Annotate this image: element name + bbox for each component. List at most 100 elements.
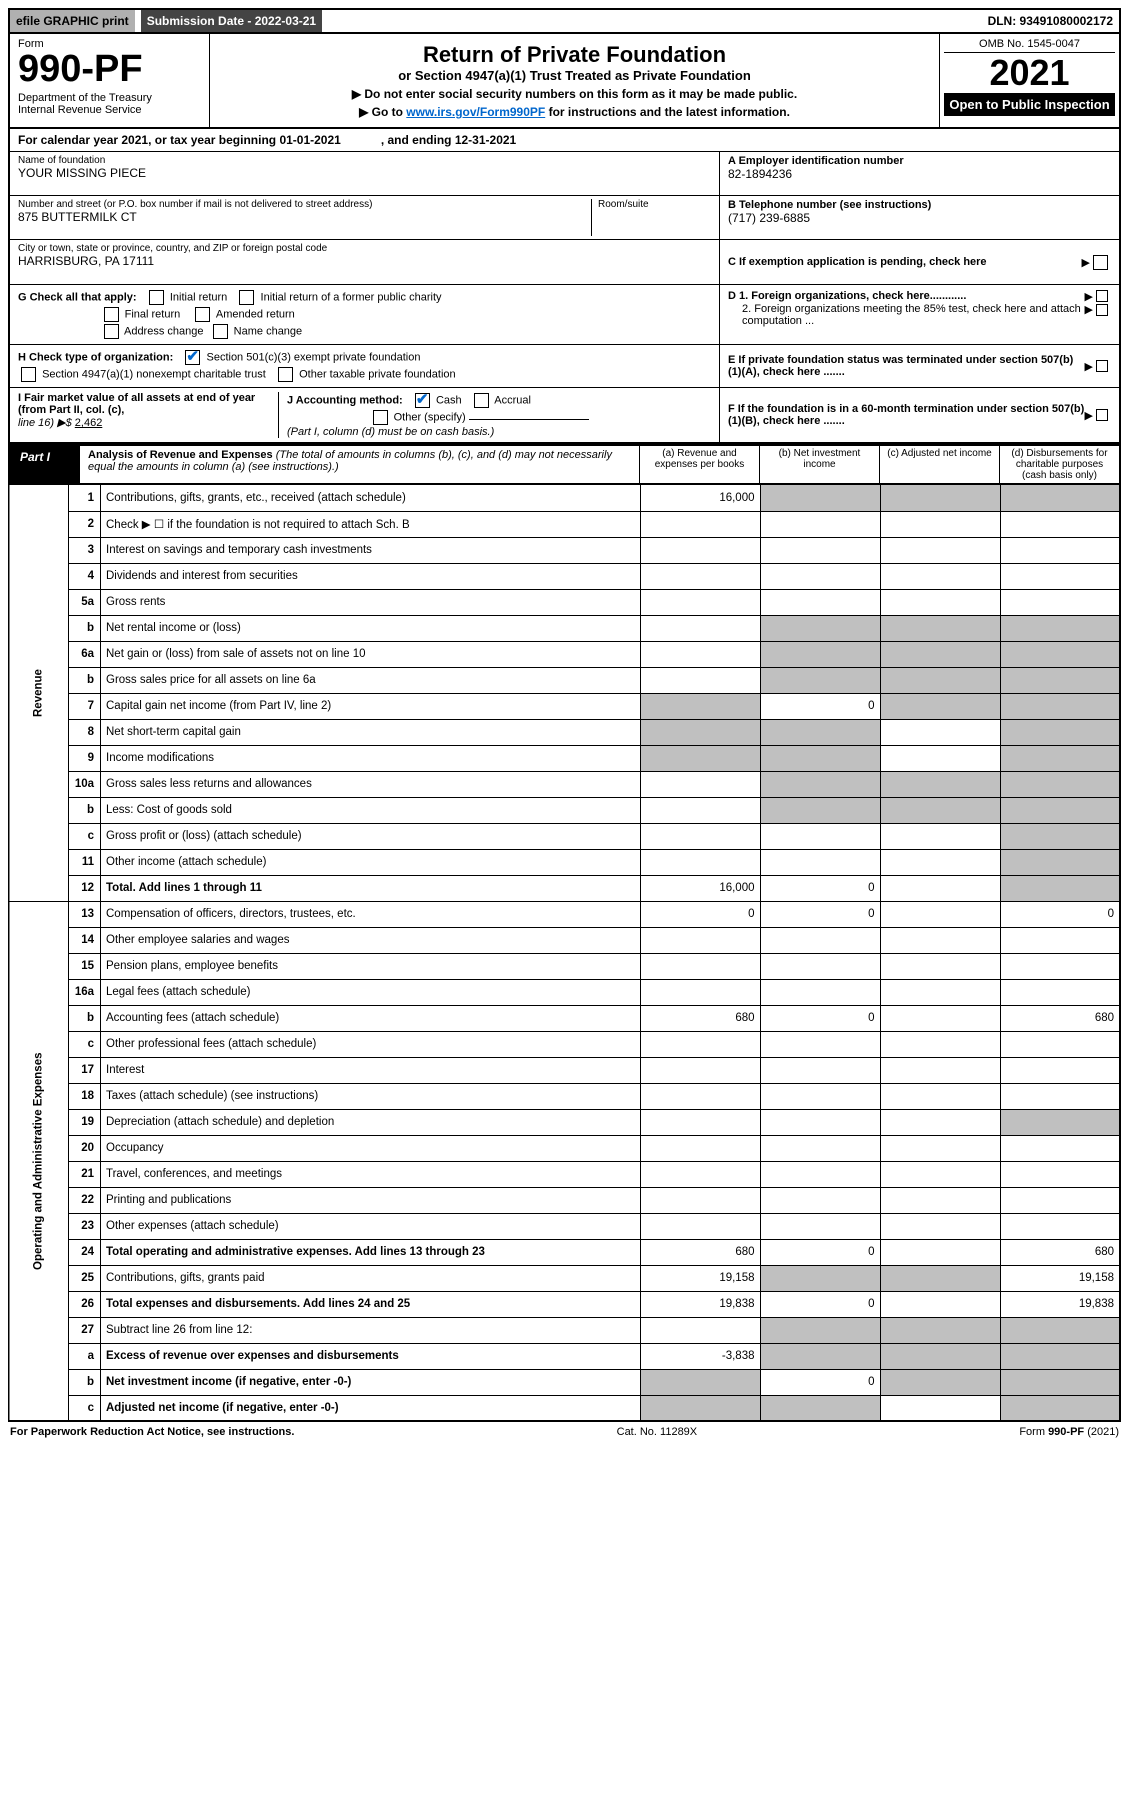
line-desc: Total expenses and disbursements. Add li… xyxy=(101,1291,641,1317)
header-right: OMB No. 1545-0047 2021 Open to Public In… xyxy=(939,34,1119,127)
amount-cell xyxy=(640,953,760,979)
form990pf-link[interactable]: www.irs.gov/Form990PF xyxy=(406,105,545,119)
amount-cell xyxy=(640,1057,760,1083)
amount-cell xyxy=(640,1109,760,1135)
line-desc: Subtract line 26 from line 12: xyxy=(101,1317,641,1343)
line-desc: Other employee salaries and wages xyxy=(101,927,641,953)
col-a-hdr: (a) Revenue and expenses per books xyxy=(639,446,759,483)
chk-initial[interactable] xyxy=(149,290,164,305)
amount-cell xyxy=(880,823,1000,849)
chk-initial-former[interactable] xyxy=(239,290,254,305)
line-desc: Net rental income or (loss) xyxy=(101,615,641,641)
amount-cell xyxy=(760,797,880,823)
table-row: cGross profit or (loss) (attach schedule… xyxy=(9,823,1120,849)
d1-checkbox[interactable] xyxy=(1096,290,1108,302)
j-note: (Part I, column (d) must be on cash basi… xyxy=(287,426,494,438)
amount-cell xyxy=(760,511,880,537)
amount-cell xyxy=(880,1265,1000,1291)
amount-cell xyxy=(640,563,760,589)
amount-cell xyxy=(1000,693,1120,719)
line-desc: Travel, conferences, and meetings xyxy=(101,1161,641,1187)
chk-4947[interactable] xyxy=(21,367,36,382)
table-row: bLess: Cost of goods sold xyxy=(9,797,1120,823)
amount-cell xyxy=(880,849,1000,875)
cal-end: , and ending 12-31-2021 xyxy=(381,133,516,147)
line-number: 1 xyxy=(69,485,101,511)
c-checkbox[interactable] xyxy=(1093,255,1108,270)
dln: DLN: 93491080002172 xyxy=(982,10,1119,32)
amount-cell xyxy=(640,589,760,615)
footer-left: For Paperwork Reduction Act Notice, see … xyxy=(10,1426,294,1438)
chk-addr-chg[interactable] xyxy=(104,324,119,339)
amount-cell: 680 xyxy=(640,1239,760,1265)
f-label: F If the foundation is in a 60-month ter… xyxy=(728,403,1085,427)
line-number: 5a xyxy=(69,589,101,615)
d2-checkbox[interactable] xyxy=(1096,304,1108,316)
amount-cell: 0 xyxy=(760,693,880,719)
amount-cell xyxy=(880,1161,1000,1187)
d2-label: 2. Foreign organizations meeting the 85%… xyxy=(728,303,1085,327)
f-checkbox[interactable] xyxy=(1096,409,1108,421)
open-to-public: Open to Public Inspection xyxy=(944,93,1115,116)
amount-cell xyxy=(640,1083,760,1109)
amount-cell xyxy=(760,641,880,667)
amount-cell xyxy=(640,1317,760,1343)
meta-right: A Employer identification number 82-1894… xyxy=(719,152,1119,284)
table-row: 20Occupancy xyxy=(9,1135,1120,1161)
chk-name-chg[interactable] xyxy=(213,324,228,339)
line-desc: Depreciation (attach schedule) and deple… xyxy=(101,1109,641,1135)
line-number: 18 xyxy=(69,1083,101,1109)
table-row: bNet rental income or (loss) xyxy=(9,615,1120,641)
amount-cell: 0 xyxy=(640,901,760,927)
e-checkbox[interactable] xyxy=(1096,360,1108,372)
chk-501c3[interactable] xyxy=(185,350,200,365)
amount-cell xyxy=(1000,745,1120,771)
ein-cell: A Employer identification number 82-1894… xyxy=(720,152,1119,196)
line-number: 8 xyxy=(69,719,101,745)
chk-accrual[interactable] xyxy=(474,393,489,408)
line-desc: Other income (attach schedule) xyxy=(101,849,641,875)
amount-cell xyxy=(880,771,1000,797)
amount-cell xyxy=(760,1187,880,1213)
amount-cell: 0 xyxy=(760,1005,880,1031)
line-number: 16a xyxy=(69,979,101,1005)
line-number: 17 xyxy=(69,1057,101,1083)
tax-year: 2021 xyxy=(944,53,1115,93)
chk-other-tax[interactable] xyxy=(278,367,293,382)
amount-cell xyxy=(640,745,760,771)
d-right: D 1. Foreign organizations, check here..… xyxy=(719,285,1119,344)
amount-cell xyxy=(1000,563,1120,589)
chk-final[interactable] xyxy=(104,307,119,322)
amount-cell xyxy=(1000,1343,1120,1369)
chk-amended[interactable] xyxy=(195,307,210,322)
table-row: 22Printing and publications xyxy=(9,1187,1120,1213)
amount-cell: 680 xyxy=(1000,1005,1120,1031)
form-subtitle: or Section 4947(a)(1) Trust Treated as P… xyxy=(226,68,923,83)
amount-cell xyxy=(880,1031,1000,1057)
line-number: 13 xyxy=(69,901,101,927)
amount-cell xyxy=(880,641,1000,667)
amount-cell xyxy=(1000,511,1120,537)
h-row: H Check type of organization: Section 50… xyxy=(8,345,1121,388)
line-number: 24 xyxy=(69,1239,101,1265)
table-row: bGross sales price for all assets on lin… xyxy=(9,667,1120,693)
chk-cash[interactable] xyxy=(415,393,430,408)
line-number: b xyxy=(69,1369,101,1395)
table-row: 25Contributions, gifts, grants paid19,15… xyxy=(9,1265,1120,1291)
amount-cell xyxy=(640,615,760,641)
chk-other-acct[interactable] xyxy=(373,410,388,425)
form-title: Return of Private Foundation xyxy=(226,42,923,68)
city-cell: City or town, state or province, country… xyxy=(10,240,719,284)
table-row: 14Other employee salaries and wages xyxy=(9,927,1120,953)
table-row: 6aNet gain or (loss) from sale of assets… xyxy=(9,641,1120,667)
amount-cell xyxy=(760,719,880,745)
amount-cell xyxy=(880,485,1000,511)
line-number: 21 xyxy=(69,1161,101,1187)
amount-cell xyxy=(880,1369,1000,1395)
note-post: for instructions and the latest informat… xyxy=(545,105,790,119)
lbl-amended: Amended return xyxy=(216,308,295,320)
amount-cell xyxy=(880,563,1000,589)
amount-cell xyxy=(760,1343,880,1369)
i-label: I Fair market value of all assets at end… xyxy=(18,392,255,416)
part1-table: Revenue1Contributions, gifts, grants, et… xyxy=(8,485,1121,1422)
